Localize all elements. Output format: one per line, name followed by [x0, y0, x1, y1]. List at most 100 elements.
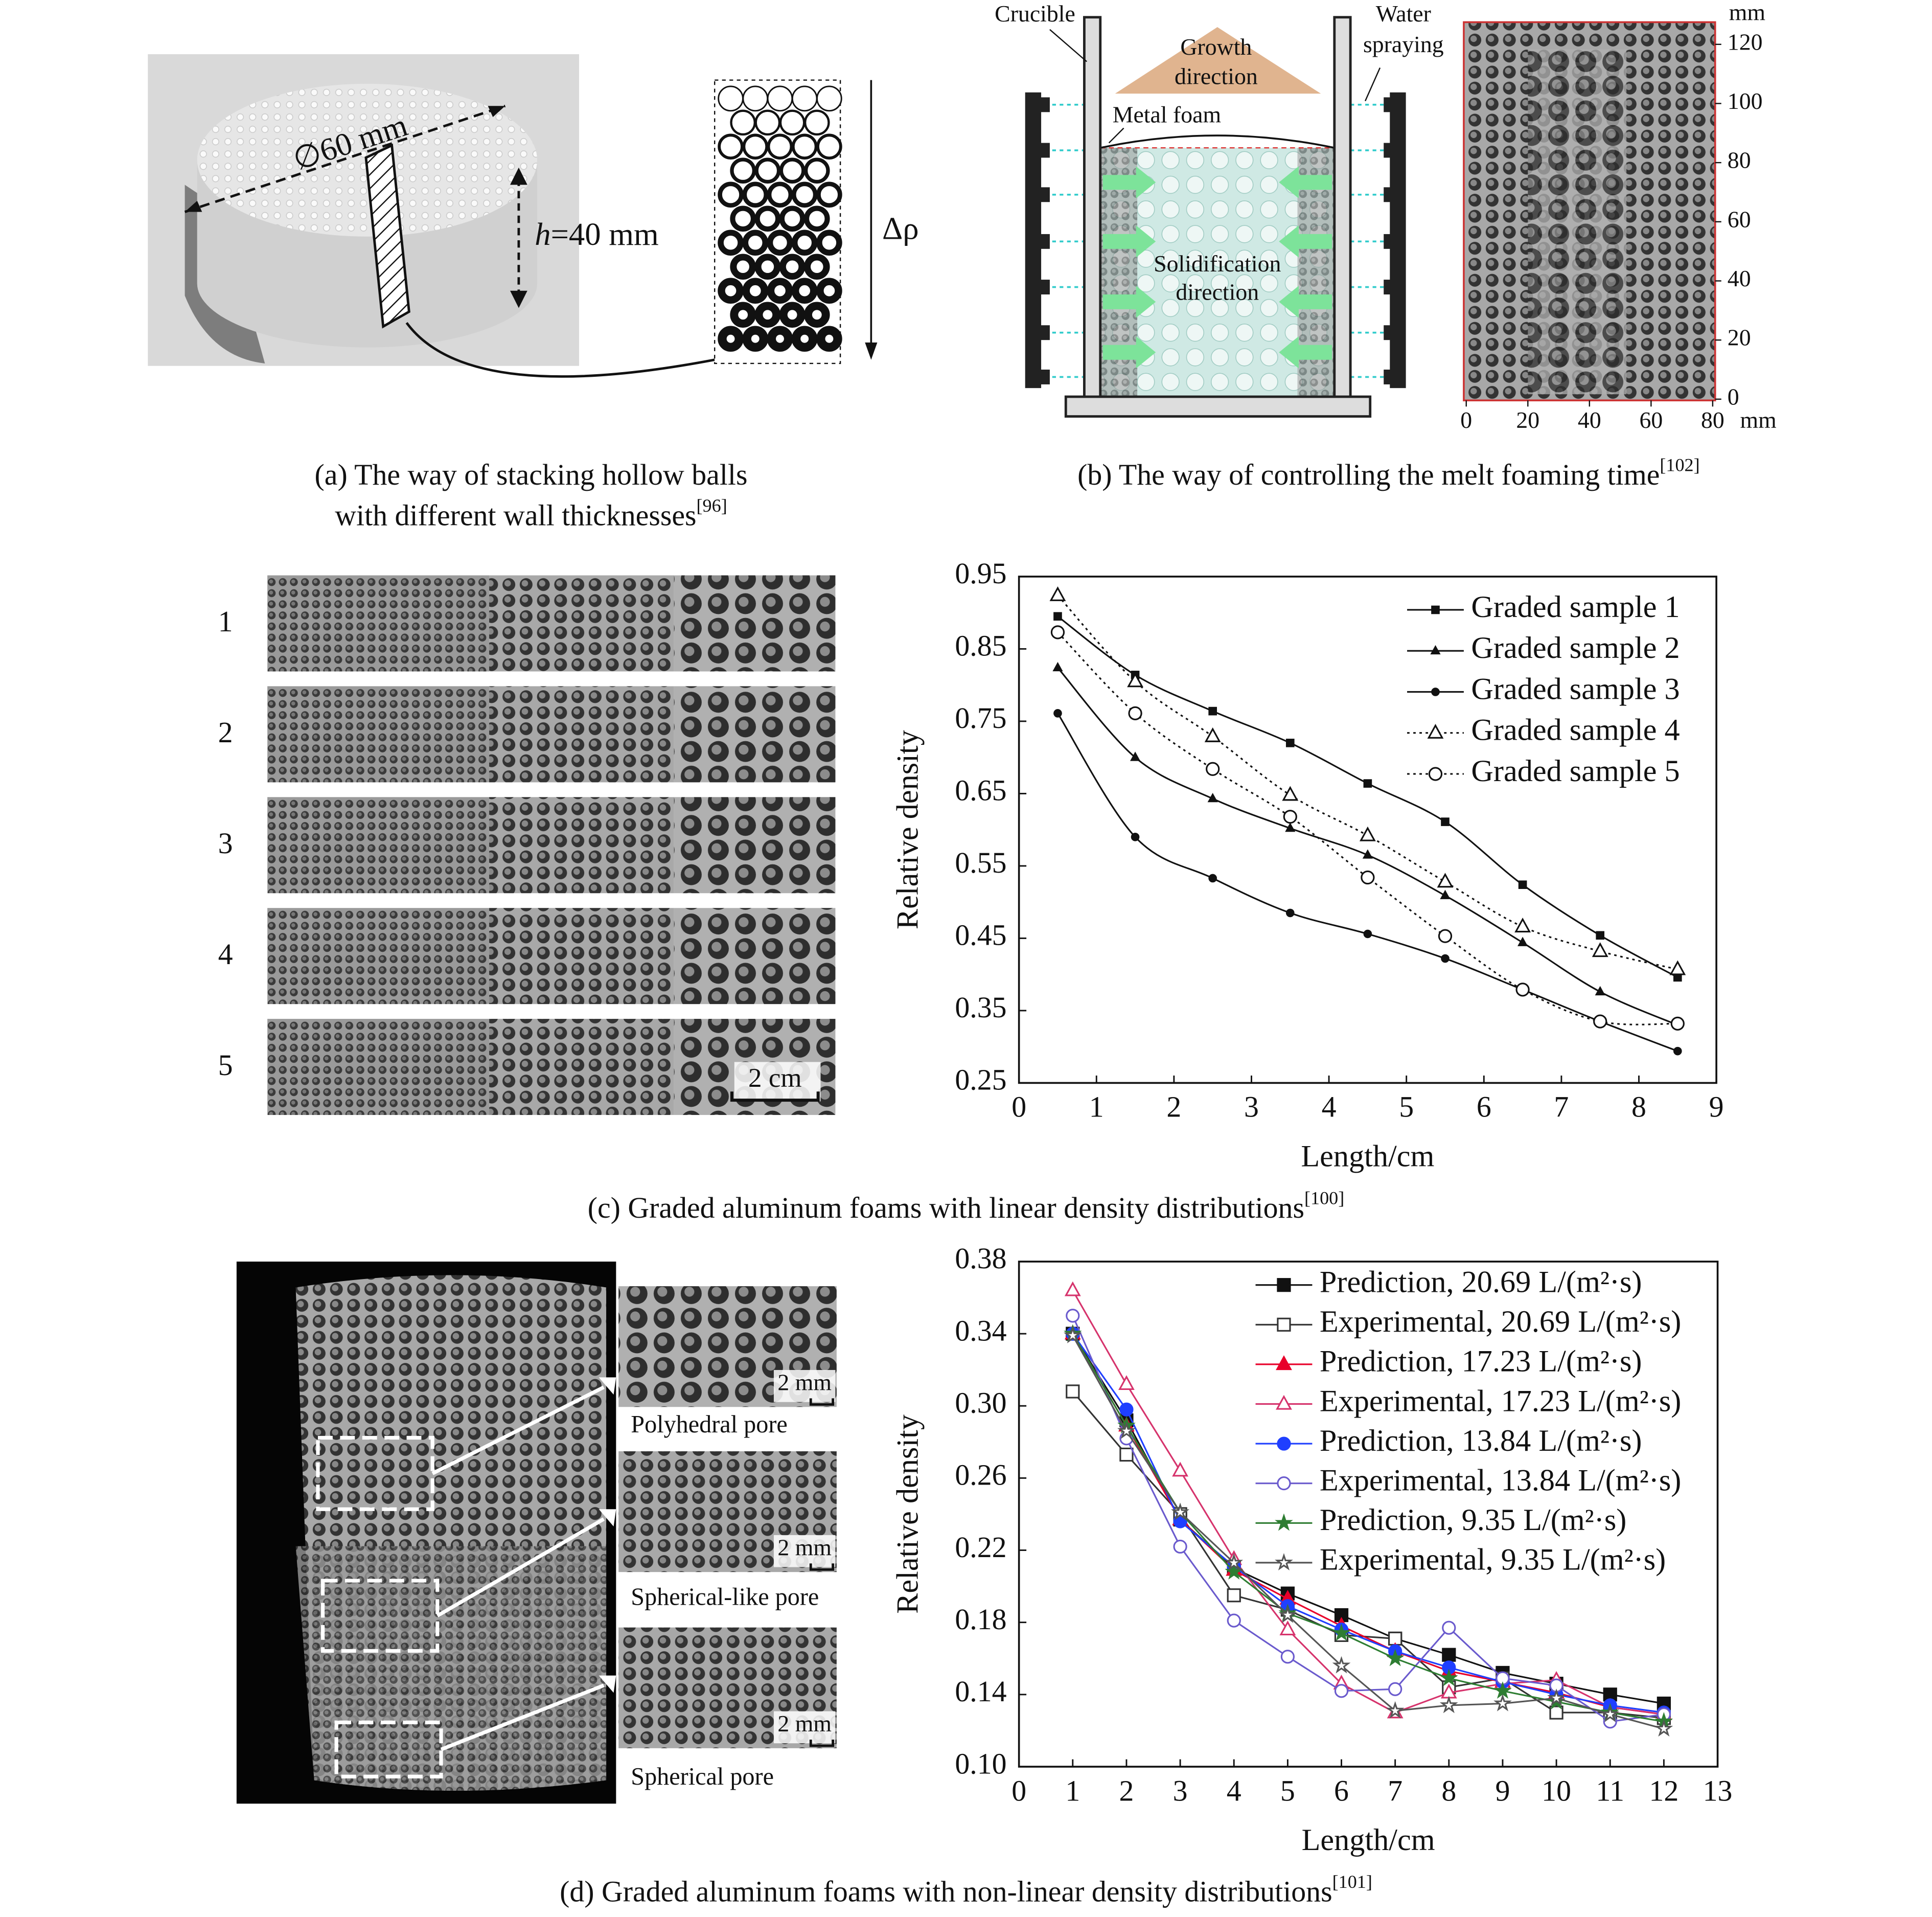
hollow-ball	[767, 326, 793, 352]
hollow-ball	[791, 133, 818, 160]
solidification-label: direction	[1176, 279, 1259, 305]
series-line	[1072, 1333, 1664, 1714]
y-tick-label: 0.22	[955, 1531, 1006, 1564]
legend-label: Prediction, 17.23 L/(m²·s)	[1320, 1344, 1642, 1379]
photo-y-tick-label: 40	[1728, 265, 1751, 291]
diameter-arrow	[488, 106, 505, 117]
legend-marker	[1431, 688, 1440, 696]
x-tick-label: 9	[1495, 1774, 1510, 1807]
y-tick-label: 0.26	[955, 1458, 1006, 1492]
legend-marker	[1427, 724, 1444, 739]
y-tick-label: 0.85	[955, 629, 1006, 663]
marker	[1601, 1704, 1620, 1722]
hollow-ball	[730, 157, 756, 184]
photo-y-unit: mm	[1729, 0, 1765, 25]
y-tick-label: 0.35	[955, 991, 1006, 1024]
marker	[1063, 1326, 1082, 1343]
hollow-ball	[742, 181, 769, 208]
plot-frame	[1018, 1261, 1719, 1768]
marker	[1441, 954, 1450, 963]
marker	[1673, 1046, 1682, 1056]
legend-label: Graded sample 1	[1471, 590, 1680, 624]
hollow-ball	[742, 85, 769, 112]
height-arrow-head	[510, 167, 527, 185]
marker	[1049, 586, 1066, 601]
foam-strip-fine	[267, 686, 490, 783]
marker	[1119, 1402, 1134, 1417]
marker	[1592, 942, 1608, 957]
marker	[1386, 1649, 1405, 1667]
hollow-ball	[767, 133, 793, 160]
hollow-ball	[791, 278, 818, 304]
scale-bar-label: 2 mm	[777, 1534, 832, 1560]
hollow-ball	[779, 254, 806, 280]
solid-arrow	[1102, 336, 1156, 369]
density-arrow-head	[865, 342, 878, 360]
series-line	[1057, 615, 1678, 978]
height-label: h=40 mm	[535, 217, 659, 253]
scale-bar	[809, 1398, 835, 1406]
growth-arrow	[1115, 27, 1321, 94]
marker	[1361, 870, 1375, 885]
hollow-ball	[742, 326, 769, 352]
marker	[1208, 706, 1217, 716]
foam-strip-coarse	[674, 797, 836, 894]
marker	[1332, 1624, 1351, 1641]
solidification-label: Solidification	[1154, 250, 1281, 277]
marker	[1282, 786, 1299, 801]
y-tick-label: 0.30	[955, 1386, 1006, 1419]
marker	[1278, 1605, 1297, 1623]
marker	[1363, 779, 1372, 788]
marker	[1595, 986, 1605, 996]
scale-bg	[773, 1711, 836, 1744]
sample-label: 2	[218, 716, 233, 749]
marker	[1227, 1613, 1241, 1628]
y-tick-label: 0.75	[955, 701, 1006, 735]
spraying-leader	[1364, 67, 1381, 102]
x-tick-label: 2	[1119, 1774, 1134, 1807]
marker	[1441, 817, 1450, 826]
marker	[1334, 1684, 1349, 1698]
solid-arrow	[1102, 225, 1156, 258]
marker	[1066, 1384, 1080, 1399]
foam-strip-mid	[489, 797, 674, 894]
caption: (c) Graded aluminum foams with linear de…	[588, 1188, 1345, 1225]
marker	[1131, 832, 1140, 841]
hollow-ball	[791, 326, 818, 352]
foam-photo-coarse	[1528, 49, 1627, 395]
hollow-ball	[816, 181, 842, 208]
marker	[1066, 1309, 1080, 1323]
marker	[1596, 931, 1605, 940]
foam-strip-fine	[267, 908, 490, 1005]
connector-curve	[405, 322, 715, 378]
marker	[1442, 1621, 1456, 1635]
marker	[1128, 706, 1142, 720]
nozzle	[1040, 370, 1050, 384]
x-tick-label: 7	[1554, 1090, 1569, 1124]
marker	[1118, 1375, 1135, 1390]
scale-bar-label: 2 mm	[777, 1710, 832, 1737]
diameter-line	[184, 104, 506, 213]
hollow-ball	[767, 230, 793, 256]
marker	[1334, 1608, 1349, 1623]
foam-strip-mid	[489, 1019, 674, 1115]
y-tick-label: 0.25	[955, 1063, 1006, 1097]
plot-frame	[1018, 576, 1717, 1084]
hollow-ball	[791, 85, 818, 112]
marker	[1173, 1539, 1187, 1554]
solid-arrow	[1279, 166, 1332, 199]
hollow-ball	[779, 206, 806, 232]
hollow-ball	[816, 278, 842, 304]
hollow-ball	[718, 181, 744, 208]
legend-label: Experimental, 13.84 L/(m²·s)	[1320, 1464, 1682, 1498]
hollow-ball	[730, 109, 756, 136]
photo-x-tick-label: 20	[1516, 407, 1539, 433]
y-axis-label: Relative density	[890, 730, 925, 929]
metal-foam-label: Metal foam	[1113, 101, 1221, 127]
marker	[1207, 792, 1218, 803]
legend-label: Graded sample 3	[1471, 672, 1680, 706]
y-axis-label: Relative density	[890, 1414, 925, 1614]
region-label: Spherical-like pore	[631, 1583, 819, 1610]
solid-arrow	[1102, 166, 1156, 199]
